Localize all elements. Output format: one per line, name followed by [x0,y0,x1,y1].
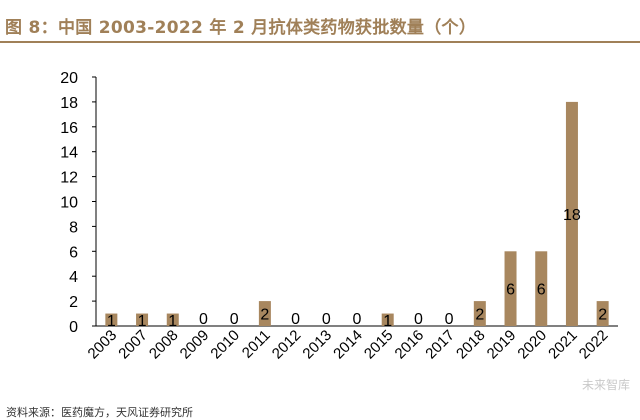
y-tick-label: 0 [69,319,78,336]
y-tick-label: 12 [60,170,78,187]
x-tick-label: 2021 [545,327,581,363]
source-note: 资料来源：医药魔方，天风证券研究所 [6,407,193,419]
x-tick-label: 2017 [422,327,458,363]
x-tick-label: 2013 [300,327,336,363]
y-axis: 0 2 4 6 8 10 12 14 16 18 20 [60,70,97,336]
y-tick-label: 20 [60,70,78,87]
x-tick-label: 2009 [177,327,213,363]
x-tick-label: 2010 [207,327,243,363]
data-label: 0 [199,311,208,328]
x-tick-label: 2020 [514,327,550,363]
x-tick-label: 2011 [239,327,274,362]
y-tick-label: 2 [69,294,78,311]
x-tick-label: 2003 [85,327,121,363]
bar [381,313,394,326]
data-label: 1 [383,313,392,330]
data-label: 0 [414,311,423,328]
x-tick-label: 2022 [576,327,612,363]
bar [105,313,118,326]
data-label: 18 [563,207,581,224]
figure-header: 图 8：中国 2003-2022 年 2 月抗体类药物获批数量（个） [0,0,640,40]
figure-title: 图 8：中国 2003-2022 年 2 月抗体类药物获批数量（个） [5,18,477,38]
y-tick-label: 14 [60,145,78,162]
data-label: 0 [445,311,454,328]
x-tick-label: 2016 [392,327,428,363]
bar [473,301,486,326]
watermark: 未来智库 [581,378,630,392]
y-tick-label: 16 [60,120,78,137]
y-tick-label: 6 [69,244,78,261]
bars [105,101,609,327]
bar [565,101,578,327]
x-tick-label: 2019 [484,327,520,363]
data-label: 1 [107,313,116,330]
x-tick-label: 2014 [330,327,366,363]
bar [166,313,179,326]
y-tick-label: 4 [69,269,78,286]
data-label: 6 [506,282,515,299]
bar [535,251,548,326]
title-divider [0,41,640,43]
data-label: 1 [138,313,147,330]
data-labels: 1 1 1 0 0 2 0 0 0 1 0 0 2 6 6 18 2 [107,207,607,330]
data-label: 0 [230,311,239,328]
data-label: 2 [475,307,484,324]
y-tick-label: 10 [60,195,78,212]
bar [596,301,609,326]
x-axis: 2003200720082009201020112012201320142015… [85,325,618,363]
data-label: 2 [260,307,269,324]
x-tick-label: 2018 [453,327,489,363]
y-tick-label: 8 [69,219,78,236]
x-tick-label: 2008 [146,327,182,363]
y-tick-label: 18 [60,95,78,112]
data-label: 1 [168,313,177,330]
bar [136,313,149,326]
x-tick-label: 2007 [115,327,151,363]
data-label: 0 [353,311,362,328]
data-label: 0 [291,311,300,328]
x-tick-label: 2012 [269,327,305,363]
data-label: 0 [322,311,331,328]
bar [504,251,517,326]
data-label: 2 [598,307,607,324]
x-tick-label: 2015 [361,327,397,363]
data-label: 6 [537,282,546,299]
bar [258,301,271,326]
